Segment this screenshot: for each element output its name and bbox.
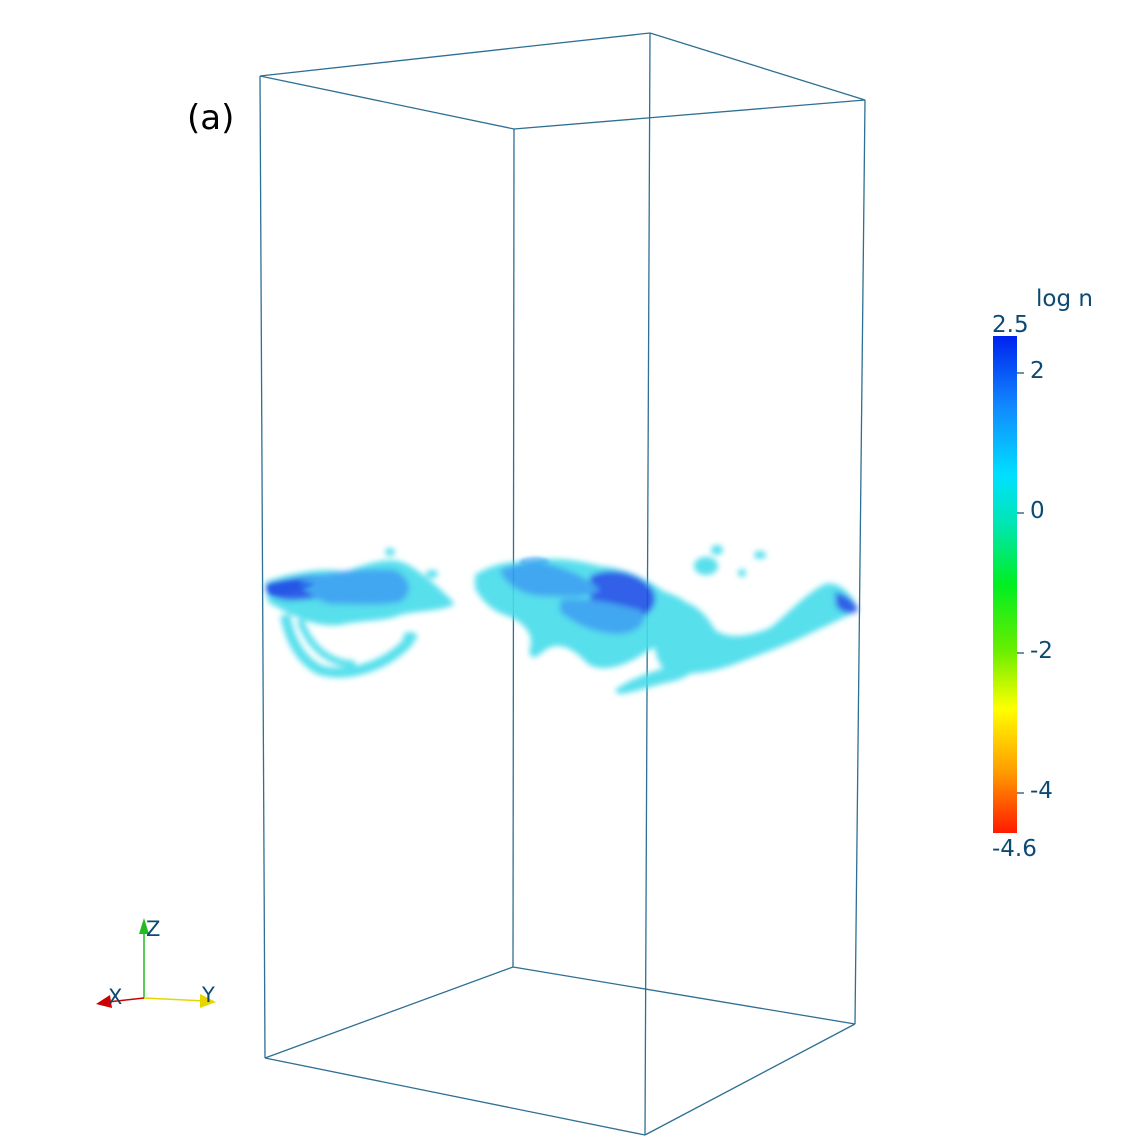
cloud-left-loop-inner bbox=[296, 618, 356, 668]
y-axis-label: Y bbox=[201, 983, 215, 1007]
cloud-right-tail bbox=[654, 583, 858, 674]
x-axis-arrow bbox=[96, 995, 112, 1008]
panel-label: (a) bbox=[187, 98, 235, 138]
cloud-highlight bbox=[268, 581, 315, 595]
colorbar-min-label: -4.6 bbox=[992, 836, 1037, 862]
cloud-center-mid bbox=[500, 562, 600, 597]
x-axis-label: X bbox=[108, 985, 122, 1009]
cloud-blob bbox=[385, 548, 395, 556]
colorbar-tick-label: 0 bbox=[1030, 498, 1045, 524]
colorbar-tick-label: 2 bbox=[1030, 358, 1045, 384]
colorbar-max-label: 2.5 bbox=[992, 312, 1029, 338]
z-axis-label: Z bbox=[146, 917, 160, 941]
cloud-left-loop bbox=[280, 613, 414, 678]
colorbar-tick-label: -4 bbox=[1030, 778, 1053, 804]
cloud-blob bbox=[694, 557, 718, 575]
cloud-highlight bbox=[520, 556, 550, 567]
cloud-blob bbox=[426, 570, 438, 578]
colorbar-title: log n bbox=[1036, 286, 1093, 312]
cloud-blob bbox=[711, 545, 723, 555]
cloud-blob bbox=[754, 551, 766, 559]
density-cloud bbox=[265, 545, 858, 694]
x-axis-line bbox=[107, 997, 145, 1003]
cloud-left-mid bbox=[300, 569, 410, 605]
colorbar-gradient bbox=[993, 336, 1017, 833]
y-axis-line bbox=[143, 997, 207, 1002]
cloud-blob bbox=[738, 569, 746, 577]
cloud-right-tip bbox=[835, 592, 858, 614]
z-axis-arrow bbox=[139, 918, 149, 934]
orientation-axes bbox=[96, 918, 216, 1008]
cloud-center-mid2 bbox=[560, 598, 644, 634]
colorbar-ticks bbox=[1017, 372, 1024, 794]
cloud-blob bbox=[403, 632, 417, 642]
cloud-lower-streak bbox=[615, 664, 693, 694]
colorbar-tick-label: -2 bbox=[1030, 638, 1053, 664]
y-axis-arrow bbox=[200, 994, 216, 1008]
